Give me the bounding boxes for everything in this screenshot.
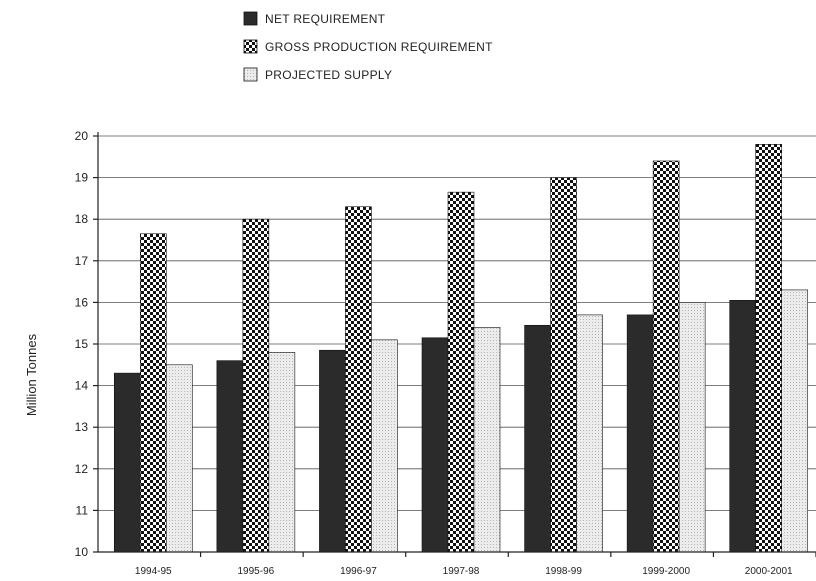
x-tick-label-0: 1994-95: [135, 566, 172, 577]
legend-label-2: PROJECTED SUPPLY: [265, 68, 392, 82]
legend-label-1: GROSS PRODUCTION REQUIREMENT: [265, 40, 493, 54]
y-tick-label-16: 16: [75, 295, 89, 309]
bar-2-3: [473, 327, 501, 553]
bar-2-4: [576, 314, 603, 553]
bar-1-0: [139, 233, 167, 553]
bar-0-6: [729, 300, 757, 553]
bar-2-2: [371, 339, 398, 553]
bar-2-0: [165, 364, 193, 553]
bar-2-1: [268, 352, 296, 553]
bar-1-2: [345, 206, 372, 553]
bar-0-5: [626, 314, 654, 553]
bar-1-4: [550, 177, 577, 553]
bar-0-2: [319, 349, 346, 553]
y-tick-label-17: 17: [75, 254, 89, 268]
y-tick-label-11: 11: [76, 503, 89, 517]
bar-0-3: [421, 337, 449, 553]
legend-swatch-2: [243, 67, 258, 82]
x-tick-label-1: 1995-96: [238, 566, 275, 577]
x-tick-label-3: 1997-98: [443, 566, 480, 577]
x-tick-label-5: 1999-2000: [642, 566, 690, 577]
bar-0-1: [216, 360, 244, 553]
y-tick-label-14: 14: [75, 379, 89, 393]
legend-swatch-1: [243, 39, 258, 54]
legend: NET REQUIREMENT GROSS PRODUCTION REQUIREM…: [243, 11, 493, 82]
x-tick-label-2: 1996-97: [340, 566, 377, 577]
bar-1-5: [652, 160, 680, 553]
y-tick-label-15: 15: [75, 337, 89, 351]
y-tick-label-20: 20: [75, 129, 89, 143]
bar-1-1: [242, 218, 270, 553]
legend-label-0: NET REQUIREMENT: [265, 12, 386, 26]
bar-1-6: [755, 144, 783, 553]
bar-2-5: [678, 302, 706, 553]
y-axis-label: Million Tonnes: [24, 333, 39, 416]
bar-0-4: [524, 324, 551, 553]
y-tick-label-10: 10: [75, 545, 89, 559]
y-tick-label-18: 18: [75, 212, 89, 226]
bar-1-3: [447, 191, 475, 553]
bar-2-6: [781, 289, 809, 553]
y-tick-label-19: 19: [75, 171, 89, 185]
legend-swatch-0: [243, 11, 258, 26]
y-tick-label-12: 12: [75, 462, 89, 476]
x-tick-label-4: 1998-99: [545, 566, 582, 577]
bar-0-0: [113, 372, 141, 553]
y-tick-label-13: 13: [75, 420, 89, 434]
x-tick-label-6: 2000-2001: [745, 566, 793, 577]
plot-area: 10 11 12 13 14 15 16 17 18 19 20 1994-95 1995-96 1996…: [75, 129, 816, 577]
